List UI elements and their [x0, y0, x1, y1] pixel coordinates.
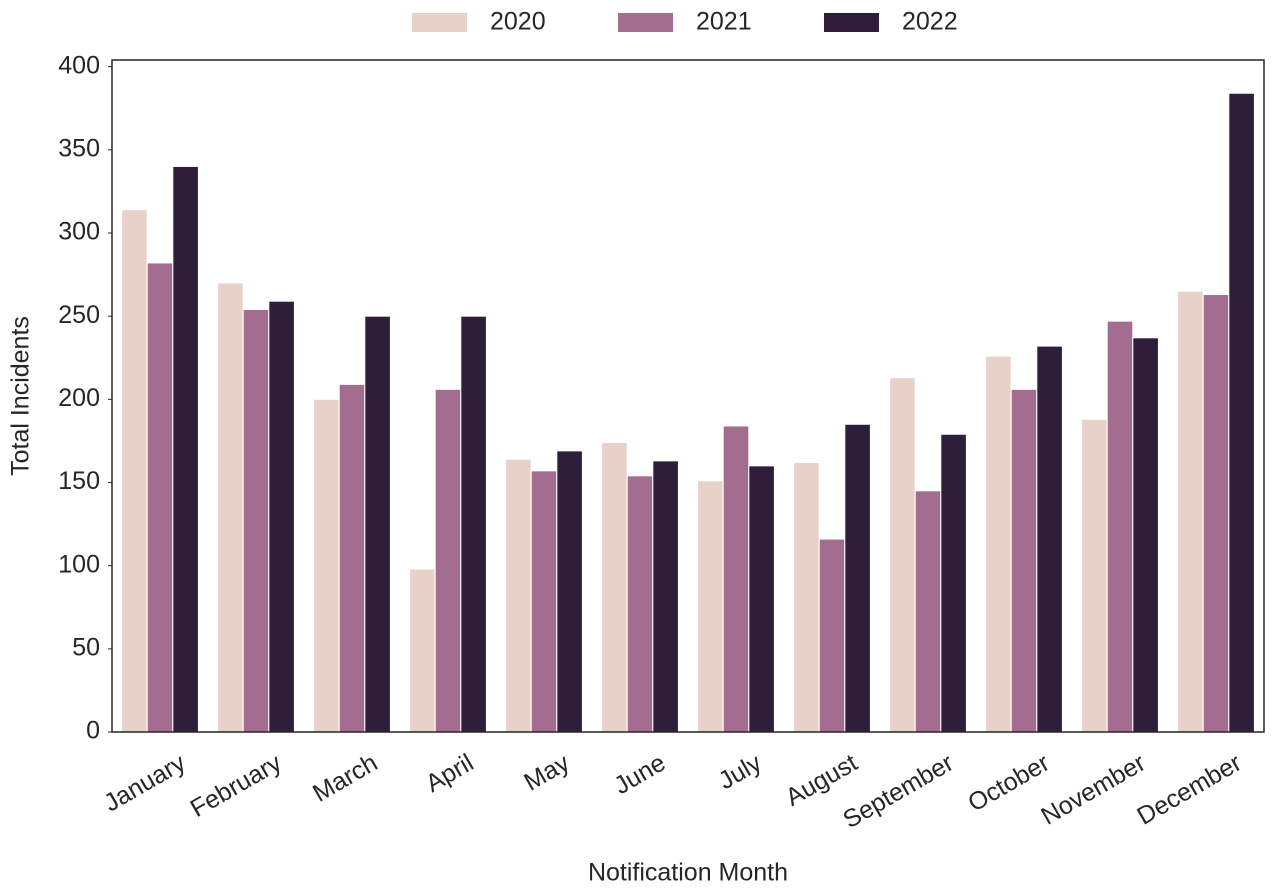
bar	[217, 282, 244, 733]
bar	[313, 398, 340, 733]
y-tick-label: 300	[58, 218, 100, 246]
bar	[601, 442, 628, 733]
x-tick-label: April	[421, 749, 478, 798]
y-tick-label: 0	[86, 717, 100, 745]
legend-swatch	[412, 13, 467, 32]
bar	[460, 315, 487, 733]
bar	[626, 475, 654, 733]
legend-label: 2022	[902, 8, 958, 36]
legend-swatch	[618, 13, 673, 32]
y-tick-label: 350	[58, 134, 100, 162]
bar	[697, 480, 724, 733]
bar	[338, 383, 366, 733]
bar	[985, 355, 1012, 733]
bar	[121, 209, 148, 733]
bar	[1010, 388, 1038, 733]
bar	[505, 458, 532, 733]
bar	[652, 460, 679, 733]
bar	[556, 450, 583, 733]
x-tick-label: November	[1036, 749, 1150, 831]
bar	[793, 462, 820, 733]
x-axis-label: Notification Month	[588, 859, 788, 887]
bar	[1202, 294, 1230, 733]
legend-swatch	[824, 13, 879, 32]
y-tick-label: 200	[58, 384, 100, 412]
bar	[242, 309, 270, 733]
bar	[889, 377, 916, 733]
bar	[146, 262, 174, 733]
y-tick-label: 150	[58, 467, 100, 495]
plot-frame	[111, 59, 1265, 733]
bar	[434, 388, 462, 733]
bar	[268, 300, 295, 733]
y-tick-label: 250	[58, 301, 100, 329]
bar	[530, 470, 558, 733]
bar	[172, 165, 199, 733]
x-tick-label: February	[186, 748, 287, 823]
x-tick-label: January	[99, 748, 190, 817]
x-tick-label: September	[838, 749, 958, 834]
y-tick-label: 400	[58, 51, 100, 79]
bar	[722, 425, 750, 733]
bar	[818, 538, 846, 733]
bar	[1106, 320, 1134, 733]
y-tick-label: 100	[58, 550, 100, 578]
bar	[364, 315, 391, 733]
bar	[409, 568, 436, 733]
x-tick-label: December	[1132, 749, 1246, 831]
bar	[748, 465, 775, 733]
bar	[940, 433, 967, 733]
legend-label: 2021	[696, 8, 752, 36]
bar	[1228, 92, 1255, 733]
bar	[1132, 337, 1159, 733]
bar	[844, 423, 871, 733]
bar	[1177, 290, 1204, 733]
bar	[1081, 418, 1108, 733]
bar	[914, 490, 942, 733]
x-tick-label: May	[519, 748, 574, 796]
legend-label: 2020	[490, 8, 546, 36]
bar	[1036, 345, 1063, 733]
x-tick-label: March	[308, 749, 382, 808]
y-axis-label: Total Incidents	[7, 316, 35, 476]
x-tick-label: July	[714, 748, 767, 795]
y-tick-label: 50	[72, 633, 100, 661]
x-tick-label: June	[609, 749, 670, 800]
